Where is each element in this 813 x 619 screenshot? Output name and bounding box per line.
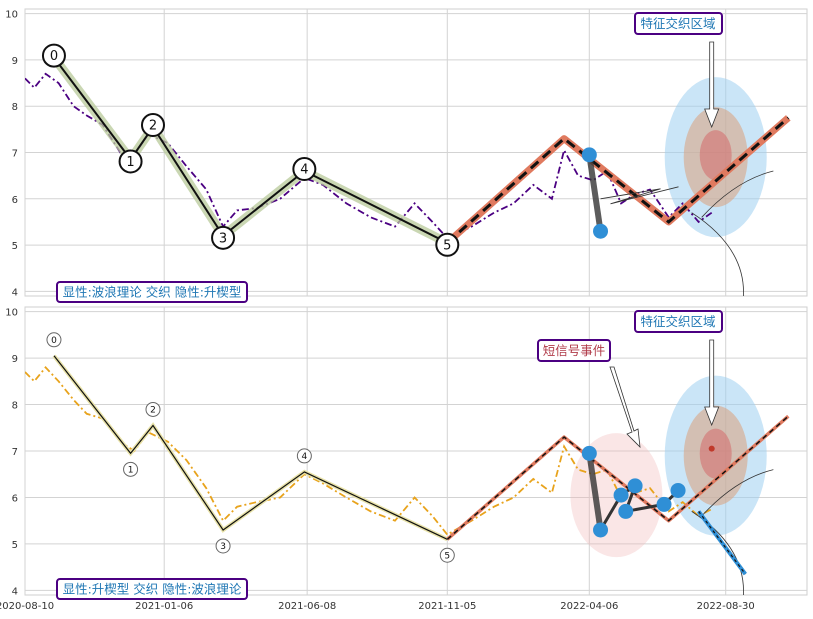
signal-arrow — [609, 366, 641, 449]
y-tick-label: 8 — [12, 401, 18, 412]
signal-marker — [593, 223, 609, 239]
wave-label: 1 — [128, 465, 134, 475]
trend-curve-arrow — [691, 212, 744, 296]
wave-line — [53, 355, 448, 540]
wave-label: 1 — [126, 155, 134, 170]
signal-marker — [656, 496, 672, 512]
upwave-line — [446, 116, 790, 244]
ytick-labels-bottom: 4 5 6 7 8 9 10 — [5, 308, 18, 598]
wave-label: 2 — [150, 405, 156, 415]
y-tick-label: 6 — [12, 493, 18, 504]
y-tick-label: 5 — [12, 241, 18, 252]
region-arrow — [704, 339, 720, 427]
y-tick-label: 5 — [12, 540, 18, 551]
wave-line — [53, 56, 448, 244]
wave-label-circle — [46, 332, 62, 348]
region-arrow — [704, 41, 720, 129]
y-tick-label: 4 — [12, 586, 18, 597]
feature-region-inner — [699, 428, 732, 479]
x-tick-label: 2020-08-10 — [0, 601, 54, 612]
wave-label-circle — [123, 461, 139, 477]
x-tick-label: 2021-06-08 — [278, 601, 336, 612]
y-tick-label: 8 — [12, 102, 18, 113]
signal-marker — [593, 522, 609, 538]
signal-marker — [670, 482, 686, 498]
wave-label-circle — [211, 225, 236, 250]
wave-label: 4 — [301, 452, 307, 462]
trend-curve — [701, 170, 774, 218]
signal-marker — [581, 445, 597, 461]
annotation-layer-bottom: 特征交织区域 短信号事件 显性:升楔型 交织 隐性:波浪理论 — [56, 310, 723, 600]
wave-label-circle — [215, 538, 231, 554]
signal-sketch — [600, 186, 679, 205]
chart-panel-bottom: 4 5 6 7 8 9 10 0 1 2 3 4 5 2020-08-10 2021-01-06 2021… — [0, 306, 808, 612]
wave-label: 3 — [220, 542, 226, 552]
wave-label-circle — [435, 232, 460, 257]
signal-marker — [618, 503, 634, 519]
feature-region-center-dot — [708, 445, 715, 452]
wave-label: 2 — [149, 119, 157, 134]
forecast-line-dash — [698, 511, 746, 575]
annotation-pattern-bottom: 显性:升楔型 交织 隐性:波浪理论 — [63, 582, 242, 597]
upwave-highlight — [446, 414, 790, 541]
wave-label: 5 — [443, 238, 451, 253]
y-tick-label: 9 — [12, 56, 18, 67]
annotation-pattern-top: 显性:波浪理论 交织 隐性:升楔型 — [63, 285, 242, 300]
annotation-feature-region-top: 特征交织区域 — [640, 16, 715, 31]
wave-label: 0 — [50, 49, 58, 64]
price-series-line — [25, 366, 713, 536]
signal-link — [586, 452, 604, 531]
y-tick-label: 9 — [12, 354, 18, 365]
y-tick-label: 6 — [12, 195, 18, 206]
signal-marker — [627, 478, 643, 494]
signal-marker — [581, 147, 597, 163]
chart-panel-top: 4 5 6 7 8 9 10 0 1 2 3 4 5 特征交织区域 显性:波浪理论 交织 隐性:升楔型 — [5, 8, 808, 303]
x-tick-label: 2021-01-06 — [135, 601, 193, 612]
y-tick-label: 10 — [5, 10, 18, 21]
y-tick-label: 10 — [5, 308, 18, 319]
wave-label: 4 — [300, 163, 308, 178]
wave-label: 0 — [51, 336, 57, 346]
wave-label: 3 — [219, 231, 227, 246]
x-tick-label: 2022-08-30 — [697, 601, 755, 612]
ytick-labels-top: 4 5 6 7 8 9 10 — [5, 10, 18, 299]
feature-region-inner — [699, 130, 732, 181]
annotation-feature-region-bottom: 特征交织区域 — [640, 314, 715, 329]
signal-marker — [613, 487, 629, 503]
wave-label-circle — [145, 401, 161, 417]
x-tick-label: 2022-04-06 — [560, 601, 618, 612]
trend-curve — [701, 469, 774, 517]
annotation-layer-top: 特征交织区域 显性:波浪理论 交织 隐性:升楔型 — [56, 12, 723, 303]
y-tick-label: 4 — [12, 287, 18, 298]
wave-label: 5 — [444, 551, 450, 561]
wave-label-circle — [41, 43, 66, 68]
wave-label-circle — [118, 149, 143, 174]
annotation-short-signal: 短信号事件 — [543, 343, 606, 358]
signal-link — [586, 154, 604, 232]
x-tick-label: 2021-11-05 — [418, 601, 476, 612]
wave-label-circle — [292, 157, 317, 182]
y-tick-label: 7 — [12, 447, 18, 458]
y-tick-label: 7 — [12, 149, 18, 160]
wave-label-circle — [296, 448, 312, 464]
plot-area-bottom: 0 1 2 3 4 5 — [25, 332, 790, 595]
xtick-labels-bottom: 2020-08-10 2021-01-06 2021-06-08 2021-11-05… — [0, 601, 755, 612]
wave-label-circle — [140, 113, 165, 138]
wave-label-circle — [439, 547, 455, 563]
plot-area-top: 0 1 2 3 4 5 — [25, 41, 791, 296]
